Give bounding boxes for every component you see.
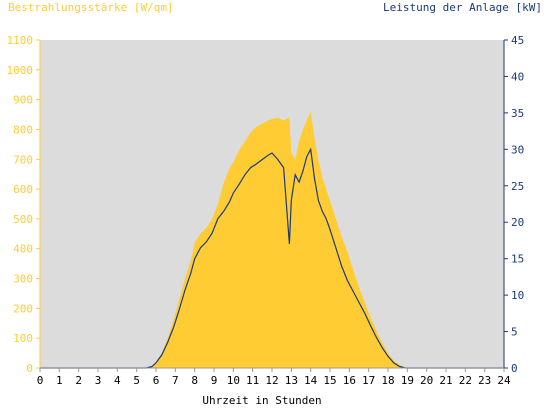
right-tick-label: 25 [511, 180, 524, 193]
x-tick-label: 7 [172, 374, 179, 387]
x-tick-label: 21 [439, 374, 452, 387]
x-tick-label: 16 [343, 374, 356, 387]
left-tick-label: 900 [13, 94, 33, 107]
left-tick-label: 300 [13, 273, 33, 286]
x-tick-label: 11 [246, 374, 259, 387]
x-tick-label: 23 [478, 374, 491, 387]
x-tick-label: 2 [75, 374, 82, 387]
right-tick-label: 45 [511, 34, 524, 47]
x-tick-label: 4 [114, 374, 121, 387]
x-tick-label: 3 [95, 374, 102, 387]
x-tick-label: 18 [381, 374, 394, 387]
right-tick-label: 30 [511, 143, 524, 156]
left-tick-label: 1100 [7, 34, 34, 47]
x-tick-label: 14 [304, 374, 318, 387]
x-tick-label: 1 [56, 374, 63, 387]
left-tick-label: 0 [26, 362, 33, 375]
right-tick-label: 10 [511, 289, 524, 302]
left-tick-label: 600 [13, 183, 33, 196]
left-tick-label: 1000 [7, 64, 34, 77]
x-tick-label: 22 [459, 374, 472, 387]
left-tick-label: 100 [13, 332, 33, 345]
left-tick-label: 700 [13, 153, 33, 166]
x-tick-label: 9 [211, 374, 218, 387]
x-tick-label: 12 [265, 374, 278, 387]
x-tick-label: 19 [401, 374, 414, 387]
x-tick-label: 0 [37, 374, 44, 387]
x-tick-label: 6 [153, 374, 160, 387]
x-tick-label: 17 [362, 374, 375, 387]
irradiance-area [40, 111, 504, 368]
left-tick-label: 200 [13, 302, 33, 315]
right-tick-label: 0 [511, 362, 518, 375]
x-tick-label: 20 [420, 374, 433, 387]
left-axis-title: Bestrahlungsstärke [W/qm] [8, 1, 174, 14]
x-tick-label: 10 [227, 374, 240, 387]
x-tick-label: 8 [191, 374, 198, 387]
x-axis-title: Uhrzeit in Stunden [202, 394, 322, 407]
right-tick-label: 40 [511, 70, 524, 83]
right-tick-label: 20 [511, 216, 524, 229]
right-tick-label: 35 [511, 107, 524, 120]
right-tick-label: 15 [511, 253, 524, 266]
x-tick-label: 13 [285, 374, 298, 387]
left-tick-label: 500 [13, 213, 33, 226]
x-tick-label: 5 [133, 374, 140, 387]
series-layer [40, 111, 504, 369]
right-tick-label: 5 [511, 326, 518, 339]
axes-layer: 0100200300400500600700800900100011000510… [7, 34, 525, 387]
left-tick-label: 800 [13, 123, 33, 136]
right-axis-title: Leistung der Anlage [kW] [383, 1, 542, 14]
x-tick-label: 15 [323, 374, 336, 387]
x-tick-label: 24 [497, 374, 511, 387]
power-line [40, 147, 504, 369]
left-tick-label: 400 [13, 243, 33, 256]
